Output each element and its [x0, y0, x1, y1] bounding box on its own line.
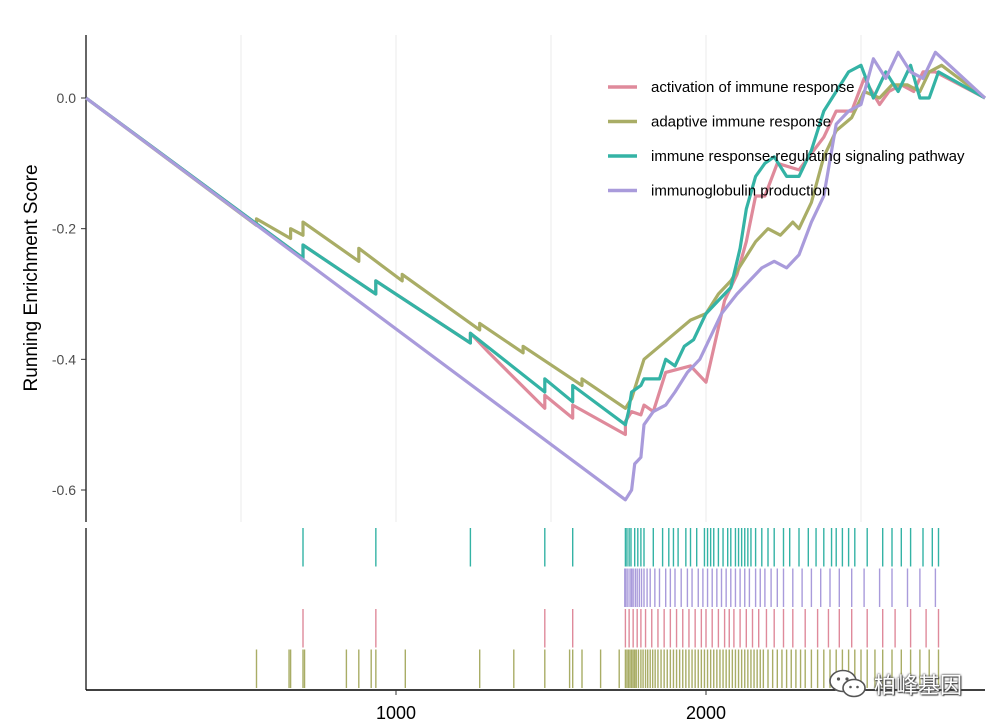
vertical-gridlines	[240, 35, 862, 522]
y-axis-label: Running Enrichment Score	[21, 164, 42, 391]
series-line-2	[85, 63, 986, 410]
wechat-icon	[829, 669, 866, 698]
series-lines	[85, 50, 987, 502]
y-axis-ticks: 0.0 -0.2 -0.4 -0.6	[52, 90, 86, 498]
legend: activation of immune response adaptive im…	[608, 79, 965, 200]
legend-label: activation of immune response	[651, 79, 854, 96]
axes	[85, 35, 985, 691]
gene-hit-rug-plot	[255, 528, 940, 688]
x-axis-ticks: 1000 2000	[376, 690, 726, 723]
legend-label: immune response-regulating signaling pat…	[651, 148, 965, 165]
series-line-1	[85, 70, 986, 437]
y-tick-label: -0.2	[52, 221, 76, 237]
watermark: 柏峰基因	[828, 668, 962, 700]
watermark-text: 柏峰基因	[874, 674, 963, 699]
legend-label: immunoglobulin production	[651, 183, 830, 200]
x-tick-label: 1000	[376, 703, 416, 723]
y-tick-label: -0.4	[52, 351, 76, 367]
y-tick-label: -0.6	[52, 482, 76, 498]
legend-label: adaptive immune response	[651, 114, 831, 131]
y-tick-label: 0.0	[57, 90, 77, 106]
x-tick-label: 2000	[686, 703, 726, 723]
series-line-4	[85, 50, 987, 502]
series-line-3	[85, 63, 986, 427]
